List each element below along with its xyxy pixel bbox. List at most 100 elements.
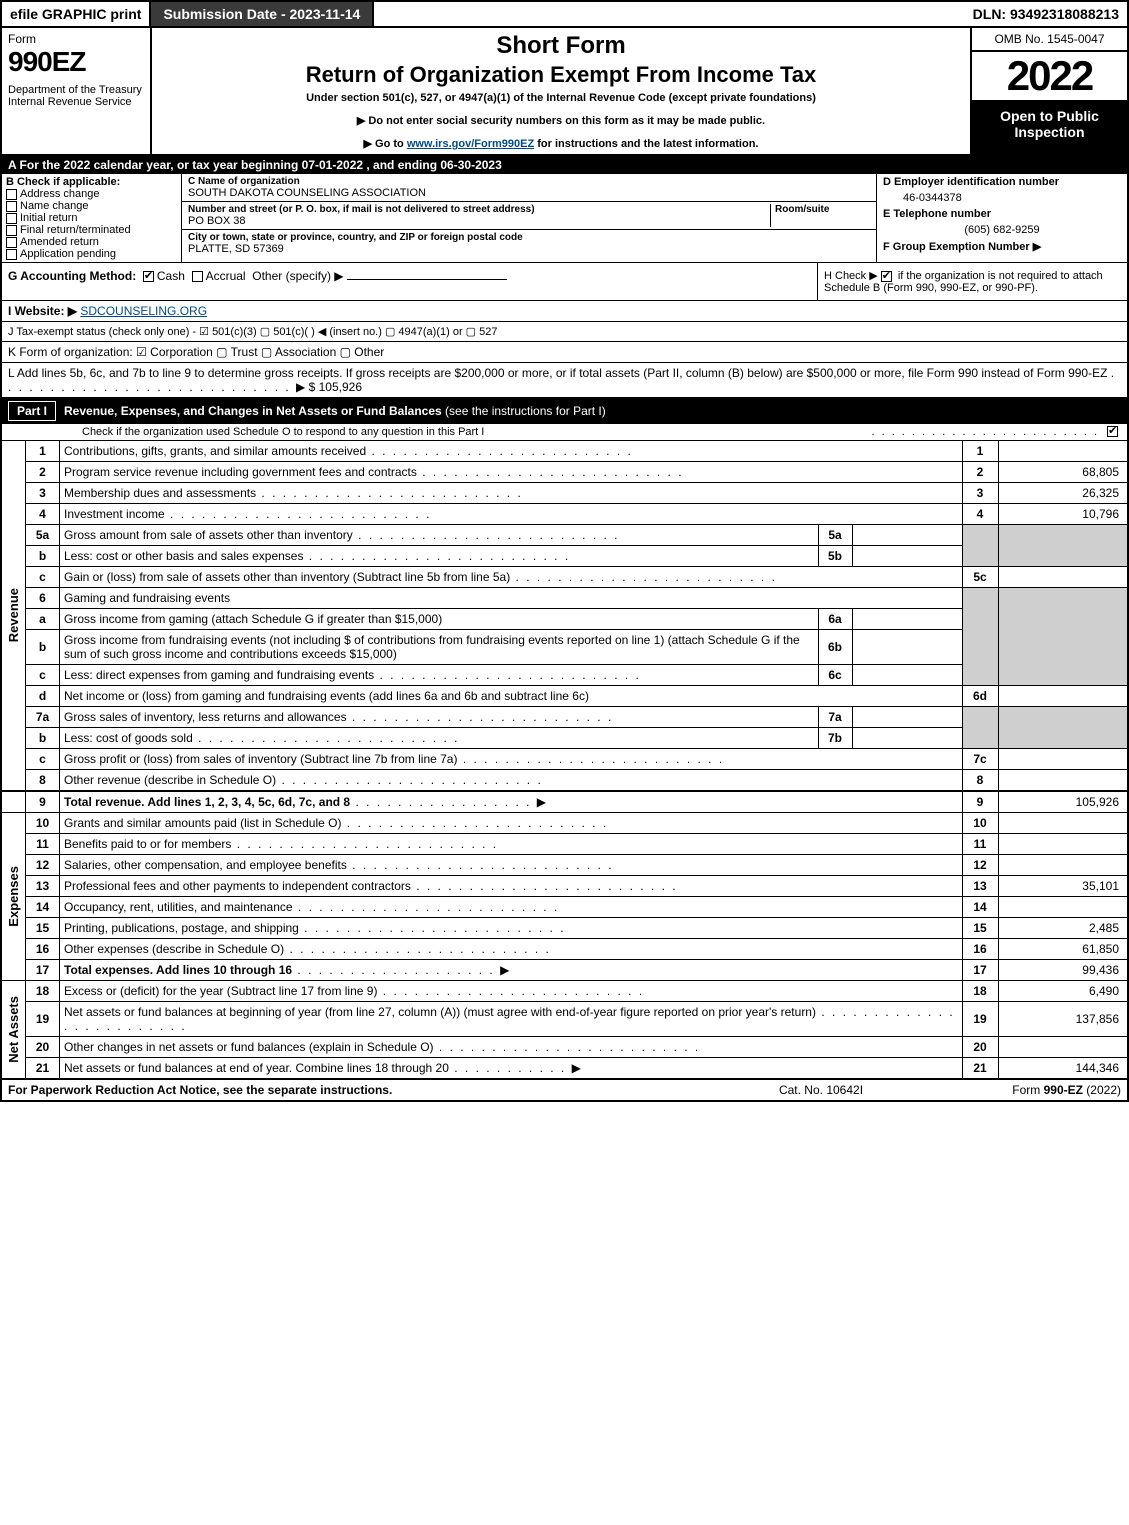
ein-value: 46-0344378 (883, 192, 1121, 204)
row-l-gross-receipts: L Add lines 5b, 6c, and 7b to line 9 to … (0, 363, 1129, 398)
line-19: 19 Net assets or fund balances at beginn… (1, 1002, 1128, 1037)
row-k-form-org: K Form of organization: ☑ Corporation ▢ … (0, 342, 1129, 363)
section-b-through-f: B Check if applicable: Address change Na… (0, 174, 1129, 263)
l-text: L Add lines 5b, 6c, and 7b to line 9 to … (8, 366, 1107, 380)
department-label: Department of the Treasury Internal Reve… (8, 84, 144, 108)
form-header: Form 990EZ Department of the Treasury In… (0, 28, 1129, 156)
header-right: OMB No. 1545-0047 2022 Open to Public In… (972, 28, 1127, 154)
phone-value: (605) 682-9259 (883, 224, 1121, 236)
part-1-rest: (see the instructions for Part I) (442, 404, 606, 418)
line-1: Revenue 1 Contributions, gifts, grants, … (1, 441, 1128, 462)
line-6a: a Gross income from gaming (attach Sched… (1, 609, 1128, 630)
row-a-calendar: A For the 2022 calendar year, or tax yea… (0, 156, 1129, 174)
line-7b: b Less: cost of goods sold 7b (1, 728, 1128, 749)
part-1-sub: Check if the organization used Schedule … (0, 424, 1129, 441)
org-name: SOUTH DAKOTA COUNSELING ASSOCIATION (188, 187, 870, 199)
ein-label: D Employer identification number (883, 176, 1059, 188)
line-6: 6 Gaming and fundraising events (1, 588, 1128, 609)
section-g-h: G Accounting Method: Cash Accrual Other … (0, 263, 1129, 301)
other-label: Other (specify) ▶ (252, 269, 343, 283)
line-4: 4 Investment income 4 10,796 (1, 504, 1128, 525)
h-text1: H Check ▶ (824, 270, 878, 282)
other-specify-line (347, 279, 507, 280)
line-16: 16 Other expenses (describe in Schedule … (1, 939, 1128, 960)
line-20: 20 Other changes in net assets or fund b… (1, 1037, 1128, 1058)
line-7a: 7a Gross sales of inventory, less return… (1, 707, 1128, 728)
line-21: 21 Net assets or fund balances at end of… (1, 1058, 1128, 1079)
col-b: B Check if applicable: Address change Na… (2, 174, 182, 262)
footer-right: Form 990-EZ (2022) (921, 1083, 1121, 1097)
line-14: 14 Occupancy, rent, utilities, and maint… (1, 897, 1128, 918)
col-d-e-f: D Employer identification number 46-0344… (877, 174, 1127, 262)
line-18: Net Assets 18 Excess or (deficit) for th… (1, 981, 1128, 1002)
irs-link[interactable]: www.irs.gov/Form990EZ (407, 138, 534, 150)
line-6d: d Net income or (loss) from gaming and f… (1, 686, 1128, 707)
part-1-sub-text: Check if the organization used Schedule … (82, 426, 871, 438)
opt-initial-return[interactable]: Initial return (6, 212, 177, 224)
opt-name-change[interactable]: Name change (6, 200, 177, 212)
line-6c: c Less: direct expenses from gaming and … (1, 665, 1128, 686)
form-number: 990EZ (8, 46, 144, 78)
line-5c: c Gain or (loss) from sale of assets oth… (1, 567, 1128, 588)
l-amount: ▶ $ 105,926 (296, 380, 362, 394)
group-exemption-label: F Group Exemption Number ▶ (883, 241, 1041, 253)
lines-table: Revenue 1 Contributions, gifts, grants, … (0, 441, 1129, 1079)
open-to-public: Open to Public Inspection (972, 102, 1127, 154)
opt-final-return[interactable]: Final return/terminated (6, 224, 177, 236)
street-label: Number and street (or P. O. box, if mail… (188, 204, 770, 215)
chk-schedule-o[interactable] (1107, 426, 1118, 437)
opt-address-change[interactable]: Address change (6, 188, 177, 200)
g-accounting: G Accounting Method: Cash Accrual Other … (2, 263, 817, 300)
line-11: 11 Benefits paid to or for members 11 (1, 834, 1128, 855)
short-form-title: Short Form (160, 32, 962, 60)
part-1-title: Revenue, Expenses, and Changes in Net As… (64, 404, 442, 418)
chk-cash[interactable] (143, 271, 154, 282)
col-c: C Name of organization SOUTH DAKOTA COUN… (182, 174, 877, 262)
cash-label: Cash (157, 269, 185, 283)
line-5a: 5a Gross amount from sale of assets othe… (1, 525, 1128, 546)
chk-accrual[interactable] (192, 271, 203, 282)
city-label: City or town, state or province, country… (188, 232, 870, 243)
header-left: Form 990EZ Department of the Treasury In… (2, 28, 152, 154)
header-center: Short Form Return of Organization Exempt… (152, 28, 972, 154)
i-label: I Website: ▶ (8, 304, 77, 318)
org-name-label: C Name of organization (188, 176, 870, 187)
line-3: 3 Membership dues and assessments 3 26,3… (1, 483, 1128, 504)
opt-application-pending[interactable]: Application pending (6, 248, 177, 260)
line-15: 15 Printing, publications, postage, and … (1, 918, 1128, 939)
omb-number: OMB No. 1545-0047 (972, 28, 1127, 52)
b-label: B Check if applicable: (6, 176, 177, 188)
submission-date: Submission Date - 2023-11-14 (151, 2, 374, 26)
org-name-row: C Name of organization SOUTH DAKOTA COUN… (182, 174, 876, 202)
tax-year: 2022 (972, 52, 1127, 102)
footer-left: For Paperwork Reduction Act Notice, see … (8, 1083, 721, 1097)
opt-amended-return[interactable]: Amended return (6, 236, 177, 248)
return-title: Return of Organization Exempt From Incom… (160, 62, 962, 88)
row-j-tax-exempt: J Tax-exempt status (check only one) - ☑… (0, 322, 1129, 342)
page-footer: For Paperwork Reduction Act Notice, see … (0, 1079, 1129, 1102)
h-check: H Check ▶ if the organization is not req… (817, 263, 1127, 300)
form-label: Form (8, 32, 144, 46)
line-5b: b Less: cost or other basis and sales ex… (1, 546, 1128, 567)
line-7c: c Gross profit or (loss) from sales of i… (1, 749, 1128, 770)
part-1-sub-dots: . . . . . . . . . . . . . . . . . . . . … (871, 426, 1099, 438)
line-8: 8 Other revenue (describe in Schedule O)… (1, 770, 1128, 792)
street-value: PO BOX 38 (188, 215, 770, 227)
expenses-side: Expenses (1, 813, 26, 981)
note-goto: ▶ Go to www.irs.gov/Form990EZ for instru… (160, 137, 962, 150)
website-link[interactable]: SDCOUNSELING.ORG (80, 304, 207, 318)
line-12: 12 Salaries, other compensation, and emp… (1, 855, 1128, 876)
chk-h[interactable] (881, 271, 892, 282)
netassets-side: Net Assets (1, 981, 26, 1079)
dln-label: DLN: 93492318088213 (965, 2, 1127, 26)
line-9: 9 Total revenue. Add lines 1, 2, 3, 4, 5… (1, 791, 1128, 813)
line-2: 2 Program service revenue including gove… (1, 462, 1128, 483)
note-ssn: ▶ Do not enter social security numbers o… (160, 114, 962, 127)
note-goto-prefix: ▶ Go to (364, 138, 407, 150)
line-13: 13 Professional fees and other payments … (1, 876, 1128, 897)
room-label: Room/suite (775, 204, 870, 215)
city-row: City or town, state or province, country… (182, 230, 876, 257)
line-17: 17 Total expenses. Add lines 10 through … (1, 960, 1128, 981)
topbar-spacer (374, 2, 964, 26)
city-value: PLATTE, SD 57369 (188, 243, 870, 255)
